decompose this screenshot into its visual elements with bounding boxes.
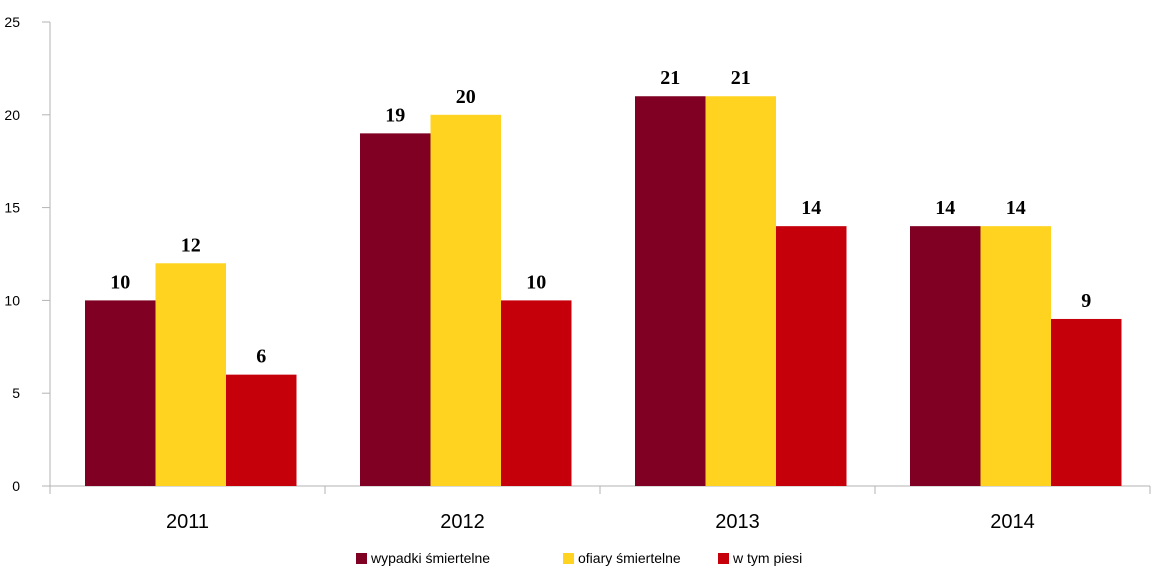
bar	[85, 300, 156, 486]
bar	[226, 374, 297, 486]
bar	[430, 114, 501, 487]
data-label: 19	[385, 104, 405, 126]
legend-swatch	[718, 553, 729, 564]
y-tick-label: 10	[4, 292, 20, 308]
legend-swatch	[356, 553, 367, 564]
bar	[705, 96, 776, 487]
bar	[501, 300, 572, 486]
data-label: 14	[801, 197, 821, 219]
legend-swatch	[563, 553, 574, 564]
x-tick-label: 2012	[440, 511, 485, 533]
bar	[360, 133, 431, 487]
data-label: 6	[256, 346, 266, 368]
data-label: 14	[935, 197, 955, 219]
y-tick-label: 5	[12, 385, 20, 401]
x-tick-label: 2011	[166, 511, 209, 533]
data-label: 21	[731, 67, 751, 89]
bar	[910, 226, 981, 486]
x-tick-label: 2013	[715, 511, 760, 533]
legend: wypadki śmiertelne ofiary śmiertelne w tym…	[356, 550, 802, 566]
legend-label: wypadki śmiertelne	[370, 550, 490, 566]
data-label: 10	[110, 271, 130, 293]
data-label: 10	[526, 271, 546, 293]
y-tick-label: 25	[4, 14, 20, 30]
y-tick-label: 15	[4, 200, 20, 216]
bars	[85, 96, 1122, 487]
bar	[776, 226, 847, 486]
y-tick-label: 0	[12, 478, 20, 494]
bar	[980, 226, 1051, 486]
legend-label: w tym piesi	[732, 550, 802, 566]
data-labels: 10 12 6 19 20 10 21 21 14 14 14 9	[110, 67, 1091, 367]
y-tick-label: 20	[4, 107, 20, 123]
bar	[155, 263, 226, 486]
legend-label: ofiary śmiertelne	[578, 550, 681, 566]
data-label: 12	[181, 234, 201, 256]
data-label: 14	[1006, 197, 1026, 219]
data-label: 21	[660, 67, 680, 89]
data-label: 20	[456, 86, 476, 108]
data-label: 9	[1081, 290, 1091, 312]
bar	[1051, 318, 1122, 486]
bar	[635, 96, 706, 487]
x-tick-label: 2014	[990, 511, 1035, 533]
